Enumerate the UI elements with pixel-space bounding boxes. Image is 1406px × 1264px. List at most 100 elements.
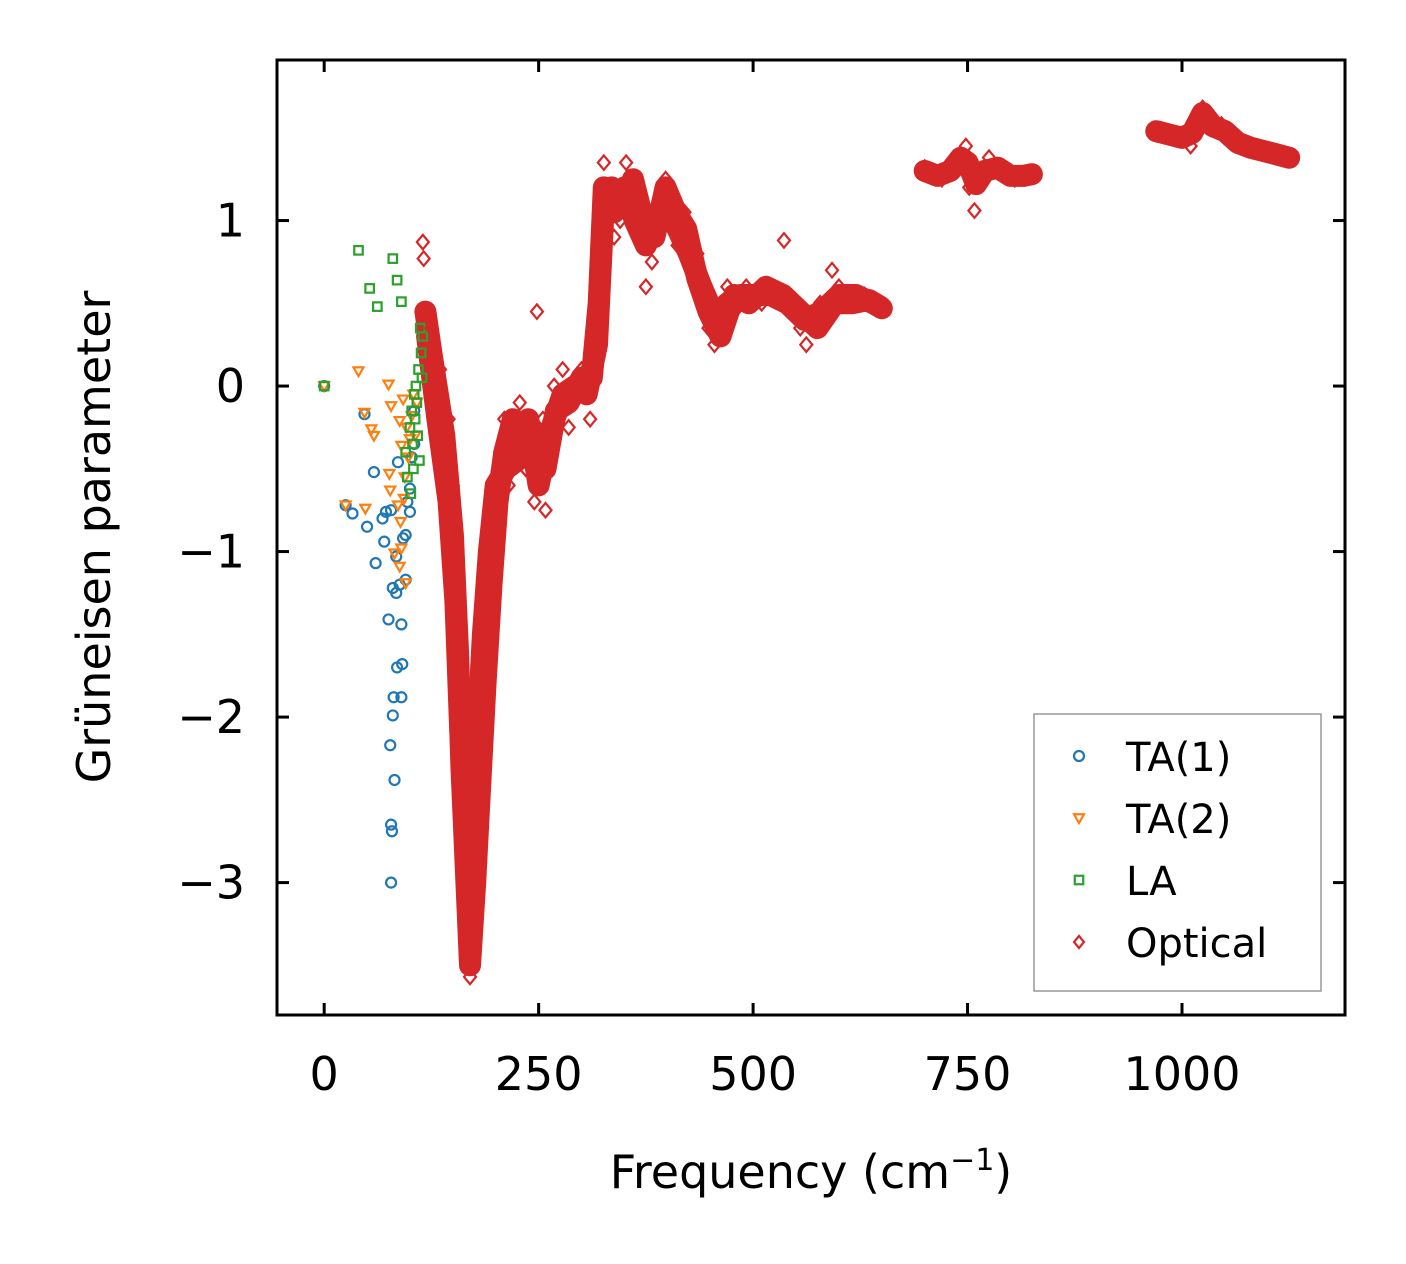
x-tick-label: 250: [495, 1047, 583, 1101]
data-point: [408, 463, 419, 475]
data-point: [865, 294, 881, 313]
y-axis-title: Grüneisen parameter: [67, 290, 121, 783]
data-point: [367, 430, 381, 443]
data-point: [409, 413, 421, 425]
data-point: [390, 550, 403, 563]
data-point: [625, 195, 641, 213]
data-point: [1238, 137, 1254, 155]
data-point: [423, 319, 439, 338]
data-point: [951, 153, 967, 172]
data-point: [492, 443, 508, 462]
data-point: [538, 501, 553, 520]
data-point: [385, 825, 399, 838]
plot-frame: [275, 58, 1347, 1017]
legend-marker: [1072, 749, 1086, 763]
data-point: [541, 426, 557, 445]
data-point: [934, 170, 950, 189]
data-point: [762, 277, 778, 296]
data-point: [644, 253, 660, 271]
data-point: [402, 471, 413, 483]
data-point: [917, 158, 933, 177]
data-point: [677, 203, 692, 222]
axis-ticks: [277, 60, 1345, 1015]
data-point: [387, 691, 400, 704]
data-point: [472, 708, 488, 726]
data-point: [445, 476, 461, 495]
data-point: [942, 161, 958, 180]
data-point: [972, 161, 988, 180]
data-point: [398, 578, 413, 591]
data-point: [754, 294, 770, 313]
x-axis-title: Frequency (cm−1): [610, 1143, 1013, 1199]
data-point: [550, 410, 565, 429]
data-point: [405, 488, 417, 499]
data-point: [456, 790, 472, 809]
legend-entry: TA(1): [1072, 735, 1231, 781]
axis-tick-labels: 0 250 500 750 1000 1 0 −1 −2 −3: [177, 194, 1240, 1101]
data-point: [776, 231, 792, 250]
x-tick-label: 500: [709, 1047, 797, 1101]
data-point: [417, 331, 429, 342]
data-point: [415, 347, 427, 359]
legend-entry: Optical: [1072, 921, 1267, 967]
data-markers: [317, 99, 1297, 986]
data-point: [392, 561, 407, 574]
data-point: [432, 360, 448, 379]
data-point: [522, 426, 538, 445]
data-point: [612, 211, 628, 230]
data-point: [384, 818, 398, 831]
data-point: [466, 840, 482, 859]
data-point: [346, 507, 359, 520]
data-point: [364, 424, 379, 437]
data-point: [441, 410, 456, 429]
data-point: [805, 310, 821, 329]
legend-label: TA(2): [1125, 797, 1231, 843]
data-point: [367, 466, 381, 479]
data-point: [561, 418, 577, 437]
data-point: [387, 253, 399, 264]
data-point: [449, 542, 465, 561]
data-point: [382, 468, 397, 481]
data-point: [638, 277, 654, 296]
data-point: [416, 372, 428, 384]
data-point: [1264, 145, 1280, 164]
data-point: [966, 201, 982, 220]
data-point: [535, 410, 551, 429]
data-point: [745, 286, 761, 304]
data-point: [369, 557, 382, 570]
legend-marker: [1072, 813, 1086, 826]
legend-marker: [1072, 934, 1086, 950]
data-point: [496, 410, 512, 429]
data-point: [400, 446, 412, 458]
data-point: [857, 286, 873, 304]
data-point: [670, 236, 686, 255]
data-point: [961, 178, 977, 197]
data-point: [689, 244, 705, 263]
legend-entry: TA(2): [1072, 797, 1231, 843]
data-point: [512, 393, 528, 412]
data-point: [391, 456, 405, 469]
data-point: [1174, 125, 1190, 144]
data-point: [713, 310, 728, 329]
data-point: [381, 379, 396, 392]
data-point: [518, 459, 534, 478]
data-point: [555, 360, 571, 379]
data-point: [958, 137, 974, 155]
data-point: [786, 302, 802, 321]
data-point: [874, 299, 890, 318]
data-point: [460, 931, 476, 950]
data-point: [606, 228, 622, 247]
data-point: [658, 170, 674, 189]
data-point: [998, 165, 1014, 184]
data-point: [981, 148, 997, 167]
y-tick-label: 1: [216, 194, 245, 248]
data-point: [338, 500, 353, 513]
data-point: [526, 492, 542, 511]
data-point: [395, 618, 408, 631]
data-point: [417, 302, 433, 321]
data-point: [779, 294, 795, 313]
data-point: [582, 410, 598, 429]
data-point: [1221, 125, 1237, 144]
data-point: [397, 493, 411, 506]
